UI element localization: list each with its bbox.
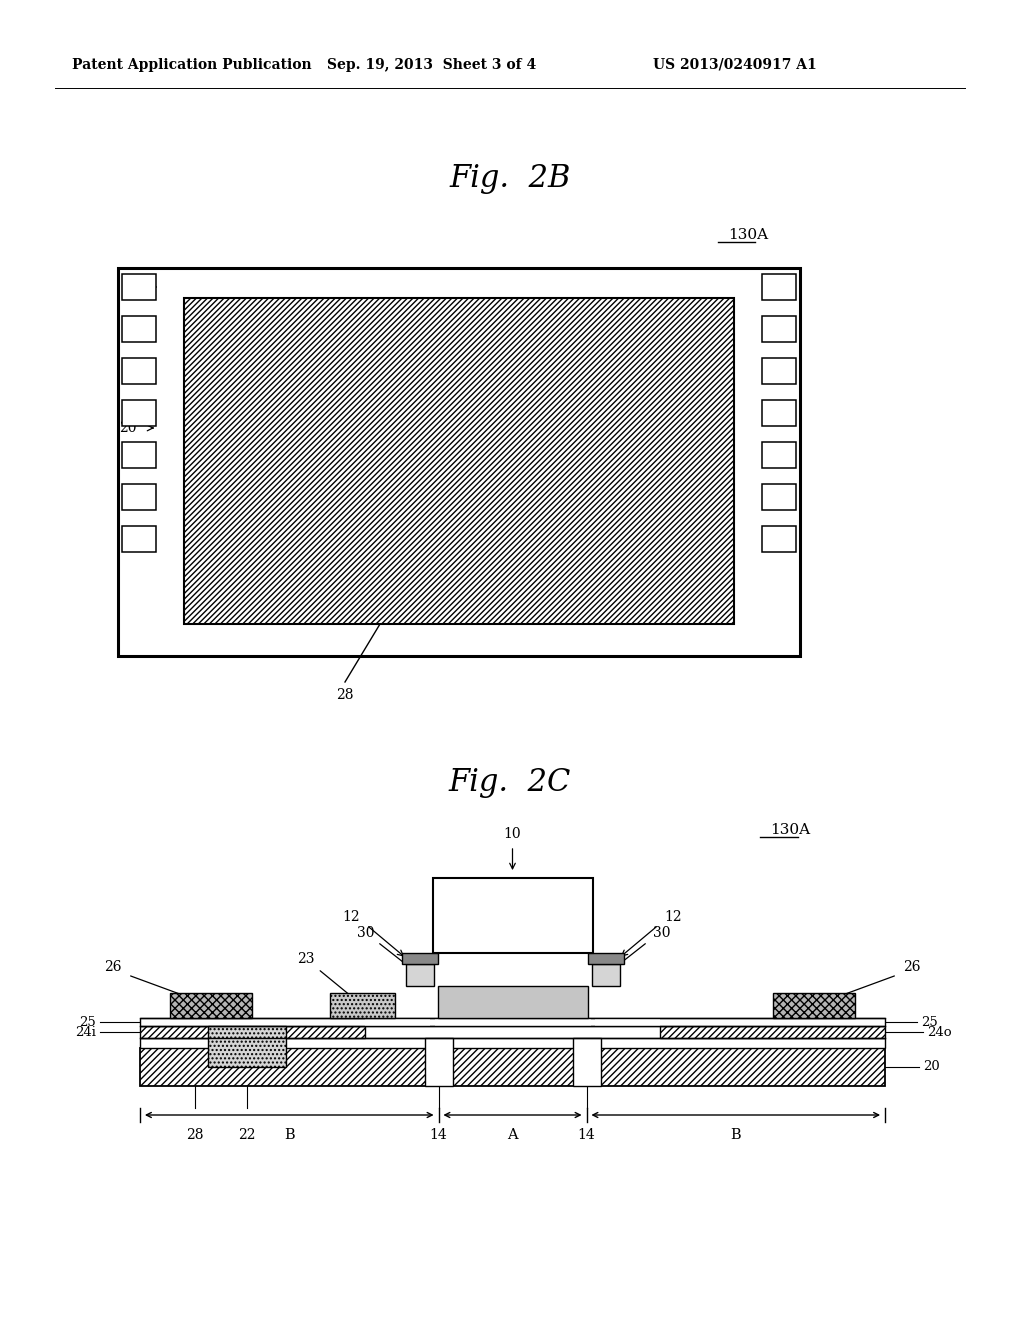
Bar xyxy=(592,964,620,986)
Text: Patent Application Publication: Patent Application Publication xyxy=(72,58,312,73)
Text: 10: 10 xyxy=(504,828,521,841)
Bar xyxy=(762,525,796,552)
Text: Fig.  2C: Fig. 2C xyxy=(449,767,571,799)
Bar xyxy=(425,1038,453,1086)
Bar xyxy=(762,484,796,510)
Bar xyxy=(122,525,156,552)
Text: A: A xyxy=(507,1129,518,1142)
Bar xyxy=(184,298,734,624)
Text: Fig.  2B: Fig. 2B xyxy=(450,162,570,194)
Text: 28: 28 xyxy=(186,1129,204,1142)
Text: 130A: 130A xyxy=(728,228,768,242)
Bar xyxy=(595,1018,660,1026)
Bar xyxy=(762,442,796,469)
Bar xyxy=(122,484,156,510)
Text: Sep. 19, 2013  Sheet 3 of 4: Sep. 19, 2013 Sheet 3 of 4 xyxy=(328,58,537,73)
Bar xyxy=(140,1018,885,1026)
Text: US 2013/0240917 A1: US 2013/0240917 A1 xyxy=(653,58,817,73)
Bar xyxy=(588,953,624,964)
Bar xyxy=(140,1048,885,1086)
Bar xyxy=(365,1018,430,1026)
Bar xyxy=(140,1038,885,1048)
Text: 20: 20 xyxy=(923,1060,940,1073)
Bar xyxy=(122,358,156,384)
Text: 24i: 24i xyxy=(75,1026,96,1039)
Text: 30: 30 xyxy=(652,927,671,940)
Bar xyxy=(208,1026,286,1067)
Bar xyxy=(762,400,796,426)
Bar xyxy=(122,315,156,342)
Text: B: B xyxy=(284,1129,295,1142)
Text: 21: 21 xyxy=(123,280,140,294)
Bar xyxy=(437,986,588,1018)
Bar xyxy=(660,1026,885,1038)
Text: 25: 25 xyxy=(79,1015,96,1028)
Bar xyxy=(406,964,433,986)
Text: 12: 12 xyxy=(665,909,682,924)
Text: 20: 20 xyxy=(120,421,137,436)
Bar xyxy=(330,993,395,1018)
Bar xyxy=(762,275,796,300)
Bar xyxy=(118,268,800,656)
Bar xyxy=(572,1038,600,1086)
Text: 26: 26 xyxy=(903,960,921,974)
Text: 24o: 24o xyxy=(927,1026,951,1039)
Bar xyxy=(762,315,796,342)
Text: 12: 12 xyxy=(343,909,360,924)
Bar xyxy=(773,993,855,1018)
Bar xyxy=(140,1026,365,1038)
Text: 130A: 130A xyxy=(770,822,810,837)
Text: 22: 22 xyxy=(239,1129,256,1142)
Text: 14: 14 xyxy=(578,1129,595,1142)
Bar xyxy=(122,442,156,469)
Bar xyxy=(432,878,593,953)
Bar xyxy=(401,953,437,964)
Text: 23: 23 xyxy=(297,952,314,966)
Text: 26: 26 xyxy=(104,960,122,974)
Text: 14: 14 xyxy=(430,1129,447,1142)
Text: 28: 28 xyxy=(336,688,353,702)
Bar xyxy=(170,993,252,1018)
Bar xyxy=(122,400,156,426)
Text: 25: 25 xyxy=(921,1015,938,1028)
Bar xyxy=(434,1018,591,1026)
Text: B: B xyxy=(730,1129,741,1142)
Bar xyxy=(122,275,156,300)
Text: 30: 30 xyxy=(356,927,374,940)
Bar xyxy=(762,358,796,384)
